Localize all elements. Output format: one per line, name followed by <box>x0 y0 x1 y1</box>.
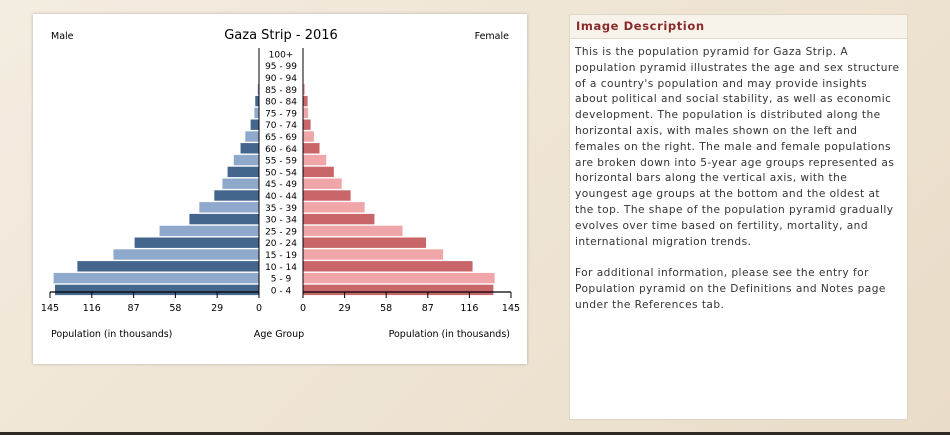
x-tick-label: 0 <box>300 303 306 314</box>
x-tick-label: 87 <box>128 303 140 314</box>
x-tick-label: 116 <box>460 303 478 314</box>
female-bar <box>303 202 365 213</box>
age-group-label: 55 - 59 <box>265 157 297 167</box>
bottom-border <box>0 432 950 435</box>
description-body: This is the population pyramid for Gaza … <box>570 39 907 314</box>
female-bar <box>303 95 308 107</box>
population-pyramid-card: Gaza Strip - 2016 Male Female 100+ 95 - 9… <box>33 14 527 364</box>
x-axis-label-right: Population (in thousands) <box>389 329 510 340</box>
x-tick-label: 145 <box>41 303 59 314</box>
female-bar <box>303 272 495 284</box>
age-group-label: 30 - 34 <box>265 216 297 226</box>
male-bar <box>250 119 259 130</box>
x-tick-label: 116 <box>83 303 101 314</box>
male-bars <box>53 60 260 296</box>
description-header: Image Description <box>570 15 907 39</box>
male-bar <box>255 95 259 107</box>
female-bar <box>303 249 444 260</box>
age-group-label: 85 - 89 <box>265 86 297 96</box>
male-bar <box>214 190 259 201</box>
x-tick-label: 29 <box>339 303 351 314</box>
female-bars <box>303 60 495 296</box>
age-group-label: 40 - 44 <box>265 192 297 202</box>
age-group-label: 0 - 4 <box>271 286 292 296</box>
age-group-label: 50 - 54 <box>265 168 297 178</box>
age-group-label: 60 - 64 <box>265 145 297 155</box>
x-tick-label: 87 <box>422 303 434 314</box>
age-group-label: 25 - 29 <box>265 227 297 237</box>
female-bar <box>303 237 427 248</box>
age-group-label: 10 - 14 <box>265 263 297 273</box>
male-bar <box>189 213 259 225</box>
age-group-label: 70 - 74 <box>265 121 297 131</box>
male-bar <box>199 202 259 213</box>
x-axis-label-left: Population (in thousands) <box>51 329 172 340</box>
male-bar <box>134 237 259 248</box>
x-tick-label: 29 <box>211 303 223 314</box>
age-group-label: 45 - 49 <box>265 180 297 190</box>
female-bar <box>303 225 403 237</box>
axes: 145 116 87 58 29 0 0 29 58 87 116 145 <box>41 48 520 314</box>
female-bar <box>303 131 314 142</box>
female-bar <box>303 84 305 95</box>
x-tick-label: 0 <box>256 303 262 314</box>
male-bar <box>113 249 260 260</box>
age-group-label: 100+ <box>269 50 294 60</box>
age-group-label: 20 - 24 <box>265 239 297 249</box>
image-description-panel: Image Description This is the population… <box>569 14 908 420</box>
x-tick-label: 58 <box>169 303 181 314</box>
female-bar <box>303 166 334 178</box>
male-bar <box>227 166 259 178</box>
male-bar <box>222 178 259 189</box>
age-group-label: 65 - 69 <box>265 133 297 143</box>
chart-title: Gaza Strip - 2016 <box>224 28 338 43</box>
female-bar <box>303 213 375 225</box>
female-bar <box>303 154 327 166</box>
age-group-label: 5 - 9 <box>271 275 292 285</box>
male-bar <box>245 131 259 142</box>
male-bar <box>233 154 259 166</box>
male-bar <box>53 272 259 284</box>
female-bar <box>303 107 309 119</box>
age-group-label: 95 - 99 <box>265 62 297 72</box>
female-bar <box>303 261 473 272</box>
x-tick-label: 145 <box>502 303 520 314</box>
female-bar <box>303 284 494 296</box>
female-bar <box>303 178 342 189</box>
female-bar <box>303 119 311 130</box>
age-group-label: 75 - 79 <box>265 109 297 119</box>
age-group-label: 90 - 94 <box>265 74 297 84</box>
male-label: Male <box>51 31 74 42</box>
population-pyramid-chart: Gaza Strip - 2016 Male Female 100+ 95 - 9… <box>41 28 520 340</box>
description-paragraph: This is the population pyramid for Gaza … <box>575 46 900 248</box>
description-paragraph: For additional information, please see t… <box>575 267 886 311</box>
female-bar <box>303 143 320 154</box>
female-bar <box>303 190 351 201</box>
female-label: Female <box>475 31 510 42</box>
age-group-label: 80 - 84 <box>265 98 297 108</box>
x-axis-label-center: Age Group <box>254 329 304 340</box>
male-bar <box>240 143 259 154</box>
male-bar <box>55 284 259 296</box>
age-group-label: 15 - 19 <box>265 251 297 261</box>
male-bar <box>254 107 259 119</box>
x-tick-label: 58 <box>380 303 392 314</box>
age-group-label: 35 - 39 <box>265 204 297 214</box>
male-bar <box>257 84 259 95</box>
male-bar <box>77 261 260 272</box>
male-bar <box>159 225 259 237</box>
